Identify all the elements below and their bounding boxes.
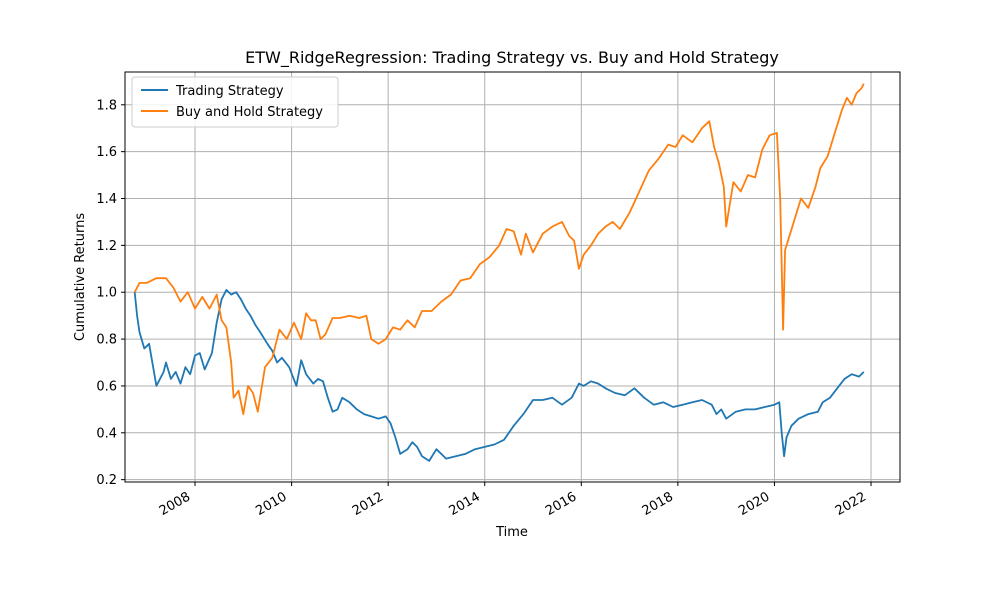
y-tick-label: 1.2 (96, 239, 117, 254)
y-tick-label: 1.6 (96, 145, 117, 160)
legend-box (131, 76, 339, 128)
plot-frame (124, 71, 901, 483)
y-tick-label: 0.2 (96, 473, 117, 488)
y-axis-label: Cumulative Returns (73, 213, 88, 341)
y-tick-label: 1.0 (96, 286, 117, 301)
legend: Trading Strategy Buy and Hold Strategy (131, 76, 339, 128)
y-tick-label: 1.8 (96, 98, 117, 113)
series-line-trading-strategy (133, 288, 865, 462)
grid (125, 72, 900, 482)
legend-label-buy-and-hold-strategy: Buy and Hold Strategy (176, 105, 323, 120)
series-layer (133, 83, 865, 462)
x-axis-label: Time (495, 525, 528, 540)
y-tick-label: 0.4 (96, 426, 117, 441)
y-tick-label: 1.4 (96, 192, 117, 207)
y-tick-label: 0.8 (96, 333, 117, 348)
series-line-buy-and-hold-strategy (133, 83, 865, 416)
legend-label-trading-strategy: Trading Strategy (175, 84, 284, 99)
chart-title: ETW_RidgeRegression: Trading Strategy vs… (245, 48, 779, 68)
y-tick-label: 0.6 (96, 379, 117, 394)
